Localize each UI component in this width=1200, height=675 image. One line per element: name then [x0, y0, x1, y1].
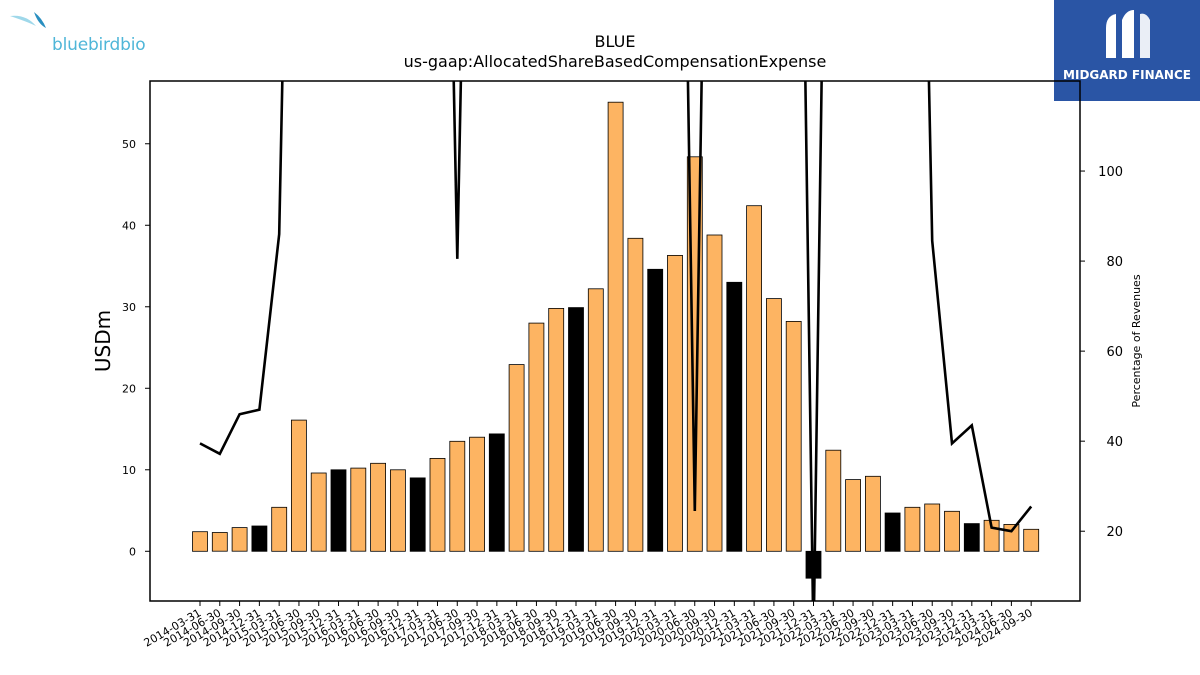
bar [884, 512, 901, 552]
bar [825, 449, 842, 552]
bar [548, 307, 565, 552]
bar [211, 532, 228, 552]
bar [310, 472, 327, 552]
bar [1023, 528, 1040, 552]
company-logo-text: bluebirdbio [52, 35, 146, 55]
bar [785, 320, 802, 552]
bar [667, 254, 683, 552]
bar [469, 436, 486, 552]
y2-tick-label: 40 [1106, 435, 1123, 450]
y2-tick-label: 100 [1098, 165, 1123, 180]
bar [251, 525, 268, 552]
bar [904, 506, 921, 552]
bar [271, 506, 288, 552]
bar [488, 433, 505, 552]
bar [370, 462, 387, 552]
bar [568, 307, 584, 552]
y-tick-label: 30 [122, 301, 136, 314]
midgard-finance-logo: MIDGARD FINANCE [1054, 0, 1200, 101]
chart-title: BLUE [594, 32, 636, 51]
y-tick-label: 40 [122, 219, 136, 232]
bar [766, 298, 782, 552]
y2-tick-label: 80 [1106, 255, 1123, 270]
bar [726, 281, 743, 552]
bar [963, 523, 980, 552]
bar [627, 237, 644, 552]
bar [231, 527, 248, 552]
bar [409, 477, 426, 552]
bar [944, 510, 960, 552]
plot-frame [149, 80, 1081, 602]
bar [508, 364, 525, 552]
bar [706, 234, 723, 552]
bluebirdbio-logo: bluebirdbio [8, 8, 158, 55]
y-tick-label: 0 [129, 545, 136, 558]
bar [429, 457, 446, 552]
bar [389, 469, 406, 552]
y-tick-label: 50 [122, 138, 136, 151]
y2-axis-label: Percentage of Revenues [1130, 274, 1143, 407]
y-tick-label: 10 [122, 464, 136, 477]
bar [647, 268, 664, 552]
bar [845, 479, 861, 552]
bar [865, 475, 881, 552]
bar [1003, 524, 1020, 552]
bar [607, 101, 624, 552]
bar [449, 440, 466, 552]
y-tick-label: 20 [122, 382, 136, 395]
bar [746, 205, 762, 552]
bar [350, 467, 367, 552]
midgard-emblem-icon [1106, 10, 1150, 59]
bar [528, 322, 545, 552]
y2-tick-label: 60 [1106, 345, 1123, 360]
bar [290, 419, 307, 552]
y2-tick-label: 20 [1106, 525, 1123, 540]
bar [924, 503, 941, 552]
bird-icon [10, 12, 46, 28]
chart-subtitle: us-gaap:AllocatedShareBasedCompensationE… [403, 52, 827, 71]
watermark-text: MIDGARD FINANCE [1063, 68, 1191, 82]
bar [192, 531, 208, 552]
bar [587, 288, 604, 552]
bar [330, 469, 347, 552]
y-axis-label: USDm [91, 310, 115, 372]
